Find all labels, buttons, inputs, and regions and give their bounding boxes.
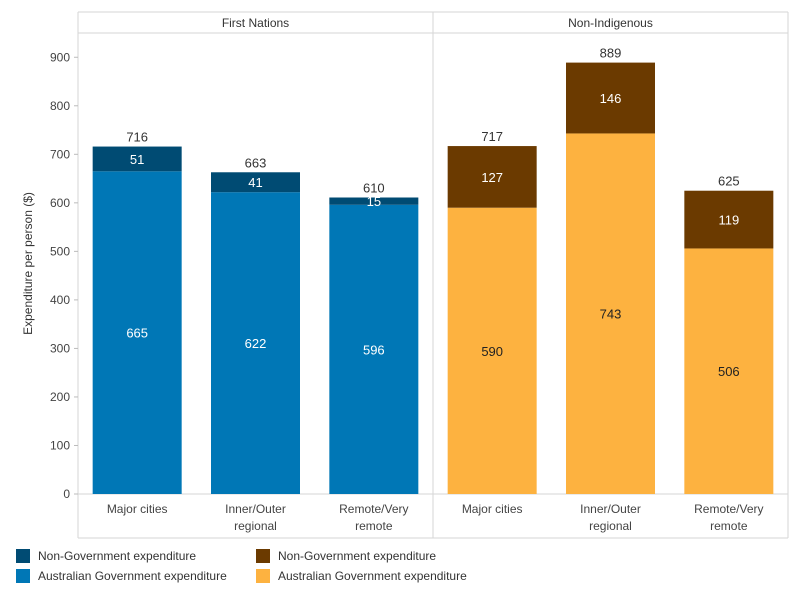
category-label: Remote/Very — [339, 502, 408, 516]
segment-value-label: 506 — [718, 364, 740, 379]
bar-total-label: 663 — [245, 155, 267, 170]
bar-segment-australian-government — [211, 192, 300, 494]
legend-first-nations: Non-Government expenditure Australian Go… — [16, 546, 227, 586]
panel-title: First Nations — [222, 16, 289, 30]
segment-value-label: 590 — [481, 344, 503, 359]
segment-value-label: 665 — [126, 326, 148, 341]
y-tick-label: 200 — [50, 390, 70, 404]
segment-value-label: 127 — [481, 170, 503, 185]
legend-label: Non-Government expenditure — [38, 549, 197, 563]
bar-total-label: 716 — [126, 130, 148, 145]
segment-value-label: 596 — [363, 342, 385, 357]
category-label: regional — [234, 519, 277, 533]
panel-title: Non-Indigenous — [568, 16, 653, 30]
y-tick-label: 400 — [50, 293, 70, 307]
category-label: Remote/Very — [694, 502, 763, 516]
bar-segment-non-government — [329, 197, 419, 205]
bar-segment-non-government — [684, 190, 774, 249]
segment-value-label: 622 — [245, 336, 267, 351]
legend-label: Australian Government expenditure — [278, 569, 467, 583]
y-tick-label: 800 — [50, 99, 70, 113]
category-label: Major cities — [462, 502, 523, 516]
category-label: Inner/Outer — [580, 502, 641, 516]
category-label: remote — [710, 519, 748, 533]
bar-segment-non-government — [92, 146, 182, 172]
bar-segment-australian-government — [447, 207, 537, 494]
y-tick-label: 600 — [50, 196, 70, 210]
legend-item-ni-australian-government: Australian Government expenditure — [256, 566, 467, 586]
bar-total-label: 610 — [363, 181, 385, 196]
segment-value-label: 743 — [600, 307, 622, 322]
category-label: Major cities — [107, 502, 168, 516]
legend-item-ni-non-government: Non-Government expenditure — [256, 546, 467, 566]
bar-segment-non-government — [566, 62, 655, 134]
y-tick-label: 100 — [50, 438, 70, 452]
bar-segment-australian-government — [329, 204, 419, 495]
legend-swatch — [256, 549, 270, 563]
y-tick-label: 900 — [50, 50, 70, 64]
y-tick-label: 500 — [50, 244, 70, 258]
legend-label: Australian Government expenditure — [38, 569, 227, 583]
y-tick-label: 300 — [50, 341, 70, 355]
category-label: regional — [589, 519, 632, 533]
legend-swatch — [256, 569, 270, 583]
legend-label: Non-Government expenditure — [278, 549, 437, 563]
bar-total-label: 889 — [600, 46, 622, 61]
bar-segment-australian-government — [566, 133, 655, 495]
y-tick-label: 700 — [50, 147, 70, 161]
segment-value-label: 15 — [367, 194, 381, 209]
y-tick-label: 0 — [63, 487, 70, 501]
segment-value-label: 41 — [248, 175, 262, 190]
segment-value-label: 146 — [600, 91, 622, 106]
legend-swatch — [16, 569, 30, 583]
category-label: remote — [355, 519, 393, 533]
y-axis-title: Expenditure per person ($) — [21, 192, 35, 335]
bar-segment-australian-government — [92, 171, 182, 495]
segment-value-label: 119 — [718, 213, 739, 228]
bar-total-label: 717 — [481, 129, 503, 144]
bar-segment-non-government — [447, 146, 537, 208]
category-label: Inner/Outer — [225, 502, 286, 516]
legend-non-indigenous: Non-Government expenditure Australian Go… — [256, 546, 467, 586]
bar-total-label: 625 — [718, 174, 740, 189]
legend-swatch — [16, 549, 30, 563]
bar-segment-australian-government — [684, 248, 774, 494]
bar-segment-non-government — [211, 172, 300, 193]
legend-item-fn-australian-government: Australian Government expenditure — [16, 566, 227, 586]
segment-value-label: 51 — [130, 152, 144, 167]
legend-item-fn-non-government: Non-Government expenditure — [16, 546, 227, 566]
